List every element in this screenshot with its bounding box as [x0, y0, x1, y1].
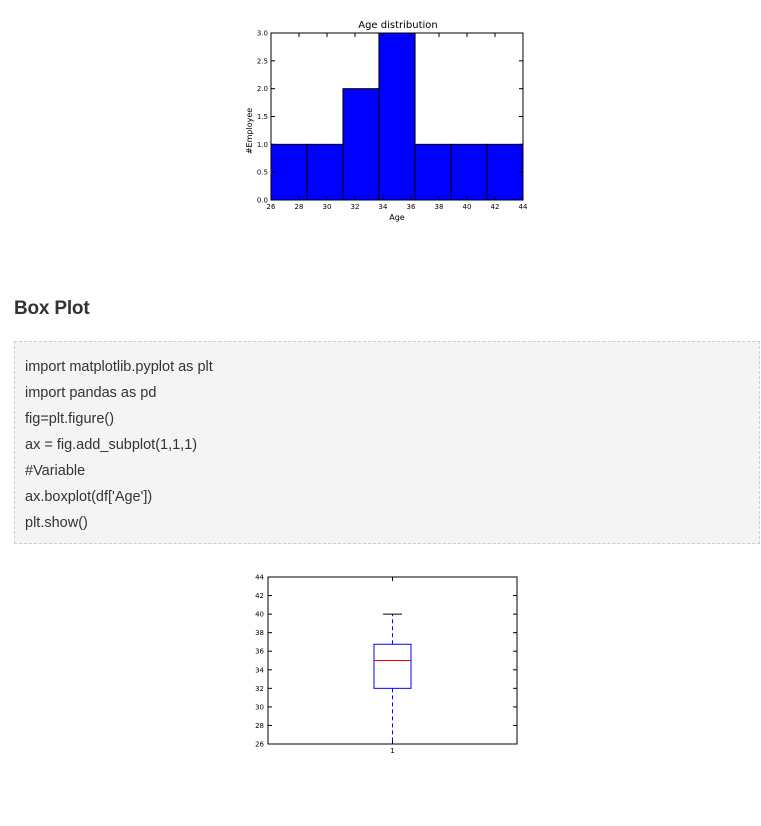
histogram-title: Age distribution	[358, 20, 438, 31]
histogram-y-tick-label: 3.0	[257, 30, 268, 38]
code-line: import matplotlib.pyplot as plt	[25, 359, 213, 375]
age-boxplot-chart: 26 28 30 32 34 36 38 40 42 44 1	[255, 574, 518, 755]
boxplot-box	[373, 643, 412, 689]
histogram-ylabel: #Employee	[245, 108, 254, 154]
code-line: plt.show()	[25, 515, 88, 531]
histogram-y-tick-label: 0.0	[257, 197, 268, 205]
code-line: ax.boxplot(df['Age'])	[25, 489, 153, 505]
boxplot-y-tick-label: 42	[255, 592, 264, 600]
histogram-bar	[378, 32, 416, 201]
histogram-bar	[414, 143, 452, 201]
histogram-x-tick-label: 34	[379, 203, 388, 211]
boxplot-y-tick-label: 40	[255, 611, 264, 619]
histogram-x-tick-label: 36	[407, 203, 416, 211]
histogram-x-tick-label: 42	[491, 203, 500, 211]
age-histogram-chart: Age distribution #Employee Age 26 28 30 32 3…	[245, 20, 528, 222]
boxplot-y-tick-label: 28	[255, 722, 264, 730]
histogram-bar	[270, 143, 308, 201]
histogram-y-tick-label: 1.5	[257, 113, 268, 121]
boxplot-x-tick-label: 1	[390, 747, 394, 755]
boxplot-y-tick-label: 38	[255, 629, 264, 637]
boxplot-y-tick-label: 32	[255, 685, 264, 693]
code-line: ax = fig.add_subplot(1,1,1)	[25, 437, 198, 453]
histogram-x-tick-label: 44	[519, 203, 528, 211]
code-block: import matplotlib.pyplot as plt import p…	[14, 341, 760, 544]
histogram-x-tick-label: 40	[463, 203, 472, 211]
histogram-y-tick-label: 2.5	[257, 57, 268, 65]
boxplot-y-tick-label: 30	[255, 703, 264, 711]
histogram-bar	[486, 143, 524, 201]
histogram-plot-frame	[270, 32, 524, 201]
boxplot-y-tick-label: 44	[255, 574, 264, 582]
histogram-y-tick-label: 0.5	[257, 169, 268, 177]
boxplot-plot-frame	[267, 576, 518, 745]
histogram-x-tick-label: 38	[435, 203, 444, 211]
code-line: fig=plt.figure()	[25, 411, 115, 427]
histogram-bar	[306, 143, 344, 201]
histogram-y-tick-label: 2.0	[257, 85, 268, 93]
boxplot-y-tick-label: 26	[255, 741, 264, 749]
boxplot-y-tick-label: 34	[255, 666, 264, 674]
histogram-y-tick-label: 1.0	[257, 141, 268, 149]
code-line: #Variable	[25, 463, 86, 479]
code-line: import pandas as pd	[25, 385, 157, 401]
boxplot-y-tick-label: 36	[255, 648, 264, 656]
histogram-x-tick-label: 30	[323, 203, 332, 211]
histogram-x-tick-label: 32	[351, 203, 360, 211]
section-heading: Box Plot	[14, 298, 90, 319]
histogram-bar	[342, 88, 380, 201]
histogram-x-tick-label: 26	[267, 203, 276, 211]
histogram-x-tick-label: 28	[295, 203, 304, 211]
histogram-bar	[450, 143, 488, 201]
histogram-xlabel: Age	[389, 213, 405, 222]
